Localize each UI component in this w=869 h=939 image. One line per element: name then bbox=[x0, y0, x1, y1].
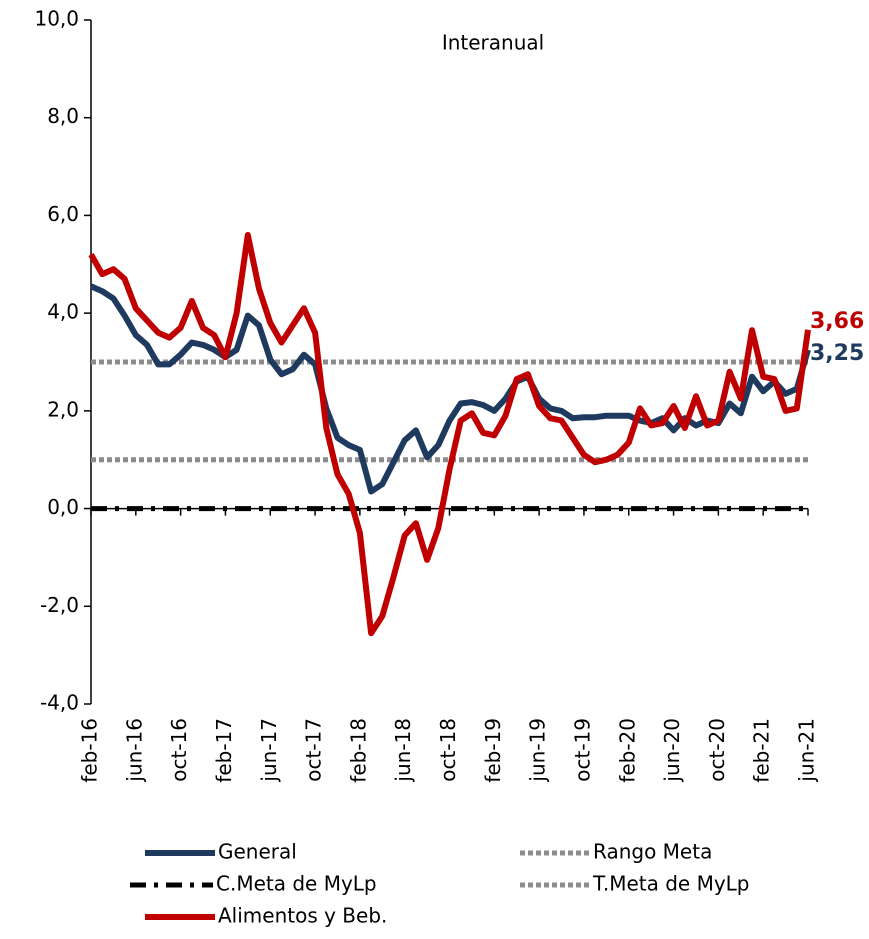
x-tick-label: feb-16 bbox=[78, 718, 102, 783]
x-tick-label: feb-17 bbox=[212, 718, 236, 783]
legend-label: Alimentos y Beb. bbox=[218, 904, 387, 928]
y-tick-label: -4,0 bbox=[40, 691, 79, 715]
x-tick-label: feb-19 bbox=[481, 718, 505, 783]
legend-item: T.Meta de MyLp bbox=[520, 872, 750, 896]
x-tick-label: oct-17 bbox=[302, 718, 326, 782]
x-tick-label: feb-20 bbox=[615, 718, 639, 783]
legend-label: T.Meta de MyLp bbox=[592, 872, 750, 896]
x-tick-label: feb-18 bbox=[346, 718, 370, 783]
data-label: 3,25 bbox=[810, 341, 864, 366]
x-tick-label: jun-16 bbox=[122, 718, 146, 783]
x-tick-label: oct-19 bbox=[570, 718, 594, 782]
data-label: 3,66 bbox=[810, 309, 864, 334]
x-tick-label: oct-20 bbox=[705, 718, 729, 782]
x-tick-label: oct-16 bbox=[167, 718, 191, 782]
x-tick-label: jun-21 bbox=[795, 718, 819, 783]
legend-item: Rango Meta bbox=[520, 840, 712, 864]
legend-item: General bbox=[145, 840, 297, 864]
y-tick-label: 6,0 bbox=[47, 202, 79, 226]
y-tick-label: -2,0 bbox=[40, 593, 79, 617]
y-tick-label: 4,0 bbox=[47, 300, 79, 324]
x-tick-label: jun-20 bbox=[660, 718, 684, 783]
x-tick-label: jun-19 bbox=[526, 718, 550, 783]
y-tick-label: 0,0 bbox=[47, 495, 79, 519]
legend-label: Rango Meta bbox=[593, 840, 712, 864]
x-tick-label: feb-21 bbox=[750, 718, 774, 783]
series-line bbox=[88, 232, 811, 637]
y-tick-label: 2,0 bbox=[47, 397, 79, 421]
legend-label: C.Meta de MyLp bbox=[216, 872, 377, 896]
legend-item: C.Meta de MyLp bbox=[130, 872, 377, 896]
y-tick-label: 8,0 bbox=[47, 104, 79, 128]
legend-label: General bbox=[218, 840, 297, 864]
chart-title: Interanual bbox=[442, 31, 544, 55]
x-tick-label: jun-17 bbox=[257, 718, 281, 783]
legend-item: Alimentos y Beb. bbox=[145, 904, 387, 928]
y-tick-label: 10,0 bbox=[34, 7, 79, 31]
x-tick-label: jun-18 bbox=[391, 718, 415, 783]
x-tick-label: oct-18 bbox=[436, 718, 460, 782]
